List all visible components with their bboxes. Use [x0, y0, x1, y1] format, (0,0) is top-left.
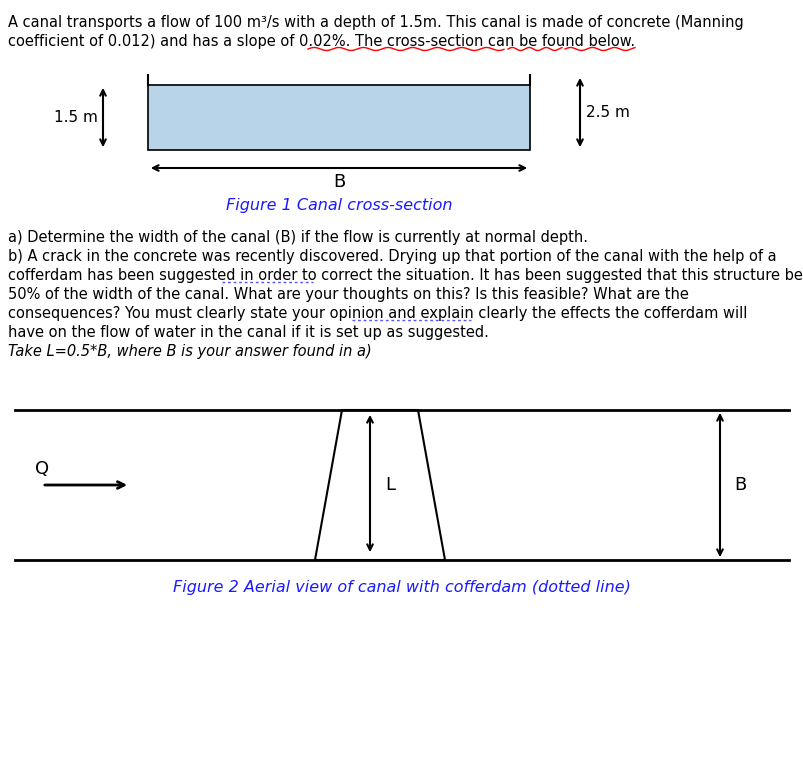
Text: Q: Q	[35, 460, 49, 478]
Text: coefficient of 0.012) and has a slope of 0.02%. The cross-section can be found b: coefficient of 0.012) and has a slope of…	[8, 34, 634, 49]
Text: Take L=0.5*B, where B is your answer found in a): Take L=0.5*B, where B is your answer fou…	[8, 344, 371, 359]
Text: L: L	[385, 476, 394, 494]
Text: cofferdam has been suggested in order to correct the situation. It has been sugg: cofferdam has been suggested in order to…	[8, 268, 802, 283]
Text: B: B	[733, 476, 745, 494]
Text: have on the flow of water in the canal if it is set up as suggested.: have on the flow of water in the canal i…	[8, 325, 488, 340]
Text: a) Determine the width of the canal (B) if the flow is currently at normal depth: a) Determine the width of the canal (B) …	[8, 230, 587, 245]
Text: 1.5 m: 1.5 m	[54, 110, 98, 125]
Text: A canal transports a flow of 100 m³/s with a depth of 1.5m. This canal is made o: A canal transports a flow of 100 m³/s wi…	[8, 15, 743, 30]
Text: 50% of the width of the canal. What are your thoughts on this? Is this feasible?: 50% of the width of the canal. What are …	[8, 287, 688, 302]
Text: B: B	[332, 173, 344, 191]
Polygon shape	[315, 410, 444, 560]
Text: Figure 1 Canal cross-section: Figure 1 Canal cross-section	[226, 198, 451, 213]
Text: consequences? You must clearly state your opinion and explain clearly the effect: consequences? You must clearly state you…	[8, 306, 747, 321]
Text: b) A crack in the concrete was recently discovered. Drying up that portion of th: b) A crack in the concrete was recently …	[8, 249, 776, 264]
Bar	[148, 85, 529, 150]
Text: 2.5 m: 2.5 m	[585, 105, 629, 120]
Text: Figure 2 Aerial view of canal with cofferdam (dotted line): Figure 2 Aerial view of canal with coffe…	[173, 580, 630, 595]
